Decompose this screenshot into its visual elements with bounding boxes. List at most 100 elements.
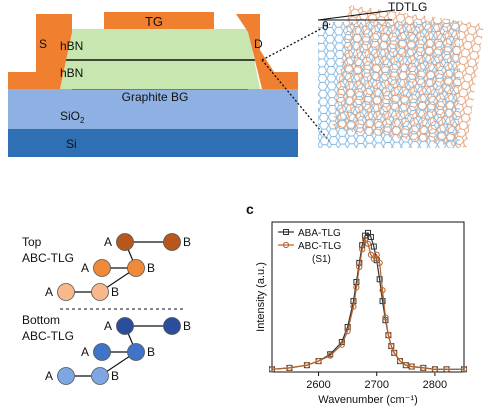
source-label: S	[39, 37, 47, 51]
bottom-stack-atom-b-layer3	[91, 367, 109, 385]
bottom-stack-site-label: B	[183, 319, 191, 333]
top-stack-atom-b-layer2	[127, 259, 145, 277]
abc-tlg-point	[367, 251, 375, 258]
abc-tlg-point	[396, 357, 404, 365]
top-stack-site-label: B	[147, 261, 155, 275]
bottom-stack-site-label: A	[81, 345, 89, 359]
top-stack-atom-b-layer3	[91, 283, 109, 301]
bottom-stack-atom-b-layer2	[127, 343, 145, 361]
bottom-stack-site-label: A	[45, 369, 53, 383]
abc-tlg-point	[431, 366, 439, 373]
bottom-stack-label-line1: Bottom	[22, 313, 60, 327]
x-tick-label: 2800	[423, 379, 447, 391]
top-stack-site-label: A	[104, 235, 112, 249]
panel-c-label: c	[246, 201, 254, 217]
top-stack-atom-a-layer1	[116, 233, 134, 251]
x-ticks: 2600 2700 2800	[306, 372, 447, 391]
chart-frame	[271, 221, 465, 373]
abc-tlg-point	[388, 342, 395, 350]
abc-tlg-point	[382, 314, 389, 321]
abc-tlg-point	[364, 240, 372, 247]
abc-tlg-point	[356, 263, 363, 271]
top-stack: A B A B A B	[45, 233, 191, 301]
x-axis-label: Wavenumber (cm⁻¹)	[318, 394, 418, 406]
moire-lattice: TDTLG θ	[317, 0, 484, 148]
abc-tlg-point	[327, 352, 334, 359]
drain-contact	[236, 14, 298, 89]
abc-tlg-point	[385, 332, 392, 339]
hbn-bottom-label: hBN	[60, 66, 83, 80]
angle-rotated-line	[317, 9, 396, 21]
abc-tlg-point	[391, 349, 398, 357]
bottom-stack-site-label: B	[111, 369, 119, 383]
abc-tlg-line	[271, 238, 464, 370]
y-axis-label: Intensity (a.u.)	[255, 262, 267, 332]
top-stack-site-label: A	[81, 261, 89, 275]
sio2-label: SiO2	[60, 109, 85, 125]
twist-angle-label: θ	[322, 19, 329, 33]
bottom-stack-atom-a-layer2	[93, 343, 111, 361]
top-stack-label-line2: ABC-TLG	[22, 251, 74, 265]
bottom-stack-site-label: B	[147, 345, 155, 359]
x-tick-label: 2600	[306, 379, 330, 391]
abc-tlg-point	[315, 357, 322, 365]
abc-tlg-point	[443, 366, 450, 373]
top-stack-atom-a-layer2	[93, 259, 111, 277]
aba-tlg-point	[376, 276, 383, 283]
abc-tlg-point	[460, 366, 468, 373]
device-schematic: TG S D hBN hBN Graphite BG SiO2 Si	[8, 12, 298, 157]
aba-tlg-point	[370, 243, 377, 250]
aba-tlg-legend-marker	[283, 229, 289, 235]
bottom-stack-atom-a-layer3	[57, 367, 75, 385]
bottom-stack-label-line2: ABC-TLG	[22, 329, 74, 343]
abc-tlg-point	[402, 362, 409, 369]
si-label: Si	[66, 137, 77, 151]
abc-tlg-point	[379, 287, 386, 294]
series-group	[268, 229, 468, 373]
top-stack-site-label: B	[183, 235, 191, 249]
sio2-layer	[8, 89, 298, 129]
stacking-diagrams: Top ABC-TLG Bottom ABC-TLG A B A B A B A B A B A B	[22, 233, 191, 385]
abc-tlg-point	[370, 255, 377, 262]
drain-label: D	[254, 37, 263, 51]
abc-tlg-point	[350, 303, 357, 310]
bottom-stack-atom-b-layer1	[163, 317, 181, 335]
bottom-stack-atom-a-layer1	[116, 317, 134, 335]
raman-chart: Intensity (a.u.) Wavenumber (cm⁻¹) 2600 2…	[255, 221, 468, 406]
abc-tlg-point	[303, 362, 311, 369]
abc-tlg-point	[361, 236, 369, 243]
top-stack-site-label: B	[111, 285, 119, 299]
top-lattice	[331, 5, 484, 148]
abc-tlg-point	[338, 341, 345, 348]
aba-tlg-line	[271, 231, 464, 370]
top-gate	[104, 12, 214, 29]
abc-tlg-legend-marker	[282, 241, 290, 249]
legend: ABA-TLG ABC-TLG (S1)	[278, 228, 342, 265]
aba-tlg-legend-label: ABA-TLG	[298, 228, 341, 239]
bottom-stack-site-label: A	[104, 319, 112, 333]
top-stack-site-label: A	[45, 285, 53, 299]
si-substrate	[8, 129, 298, 157]
back-gate-label: Graphite BG	[122, 90, 189, 104]
abc-tlg-point	[353, 284, 360, 291]
top-stack-label-line1: Top	[22, 235, 42, 249]
top-stack-atom-a-layer3	[57, 283, 75, 301]
abc-tlg-point	[268, 366, 276, 373]
hbn-top-label: hBN	[60, 39, 83, 53]
bottom-stack: A B A B A B	[45, 317, 191, 385]
abc-tlg-point	[420, 364, 427, 372]
x-tick-label: 2700	[364, 379, 388, 391]
abc-tlg-point	[408, 363, 415, 370]
abc-tlg-legend-sublabel: (S1)	[312, 254, 331, 265]
abc-tlg-point	[344, 327, 351, 335]
abc-tlg-point	[376, 259, 383, 267]
hbn-stack	[60, 29, 260, 89]
abc-tlg-point	[286, 364, 293, 372]
abc-tlg-legend-label: ABC-TLG	[298, 241, 342, 252]
aba-tlg-point	[379, 298, 386, 305]
top-stack-atom-b-layer1	[163, 233, 181, 251]
moire-title: TDTLG	[388, 0, 427, 14]
abc-tlg-point	[359, 246, 366, 253]
source-contact	[8, 14, 72, 89]
